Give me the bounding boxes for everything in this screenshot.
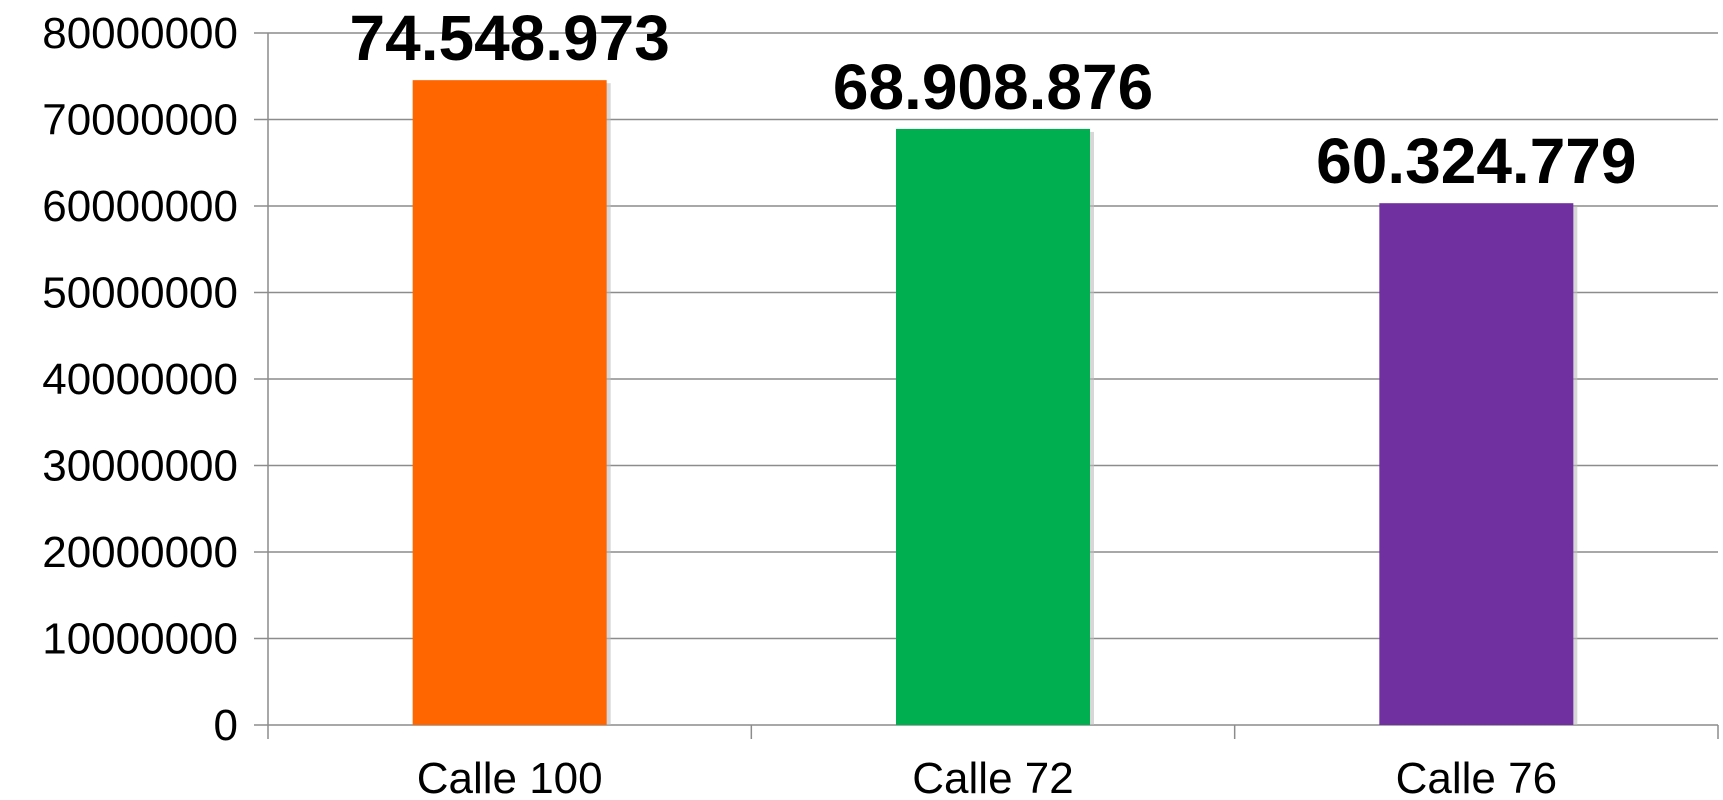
x-category-label: Calle 100 [417,754,603,800]
x-category-label: Calle 76 [1396,754,1557,800]
y-tick-label: 20000000 [42,528,238,577]
bar-calle-76 [1379,203,1574,725]
labels: 0 10000000 20000000 30000000 40000000 5000000… [42,2,1636,800]
y-tick-label: 40000000 [42,355,238,404]
bars [412,80,1578,726]
bar-calle-100 [412,80,607,726]
y-tick-label: 0 [214,701,238,750]
data-label: 60.324.779 [1316,125,1636,197]
y-tick-label: 70000000 [42,96,238,145]
data-label: 68.908.876 [833,51,1153,123]
x-category-label: Calle 72 [912,754,1073,800]
y-tick-label: 50000000 [42,269,238,318]
y-tick-label: 30000000 [42,442,238,491]
bar-calle-72 [896,128,1090,725]
y-tick-label: 10000000 [42,615,238,664]
y-tick-label: 60000000 [42,182,238,231]
data-label: 74.548.973 [350,2,670,74]
y-tick-label: 80000000 [42,9,238,58]
